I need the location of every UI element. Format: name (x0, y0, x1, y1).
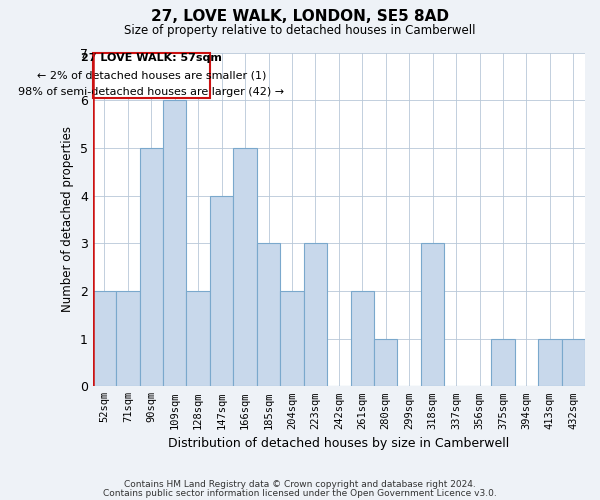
Bar (280, 291, 304, 386)
FancyBboxPatch shape (93, 52, 210, 98)
Text: ← 2% of detached houses are smaller (1): ← 2% of detached houses are smaller (1) (37, 70, 266, 80)
Bar (187, 291, 210, 386)
Text: Size of property relative to detached houses in Camberwell: Size of property relative to detached ho… (124, 24, 476, 37)
Bar (93, 291, 116, 386)
Bar (163, 100, 187, 386)
Bar (257, 243, 280, 386)
Bar (140, 148, 163, 386)
Text: 98% of semi-detached houses are larger (42) →: 98% of semi-detached houses are larger (… (18, 87, 284, 97)
Text: 27, LOVE WALK, LONDON, SE5 8AD: 27, LOVE WALK, LONDON, SE5 8AD (151, 9, 449, 24)
Bar (538, 338, 562, 386)
Bar (374, 338, 397, 386)
Bar (350, 291, 374, 386)
X-axis label: Distribution of detached houses by size in Camberwell: Distribution of detached houses by size … (168, 437, 509, 450)
Bar (116, 291, 140, 386)
Bar (421, 243, 445, 386)
Bar (562, 338, 585, 386)
Bar (491, 338, 515, 386)
Text: Contains HM Land Registry data © Crown copyright and database right 2024.: Contains HM Land Registry data © Crown c… (124, 480, 476, 489)
Bar (304, 243, 327, 386)
Text: 27 LOVE WALK: 57sqm: 27 LOVE WALK: 57sqm (81, 53, 222, 63)
Bar (233, 148, 257, 386)
Y-axis label: Number of detached properties: Number of detached properties (61, 126, 74, 312)
Bar (210, 196, 233, 386)
Text: Contains public sector information licensed under the Open Government Licence v3: Contains public sector information licen… (103, 488, 497, 498)
